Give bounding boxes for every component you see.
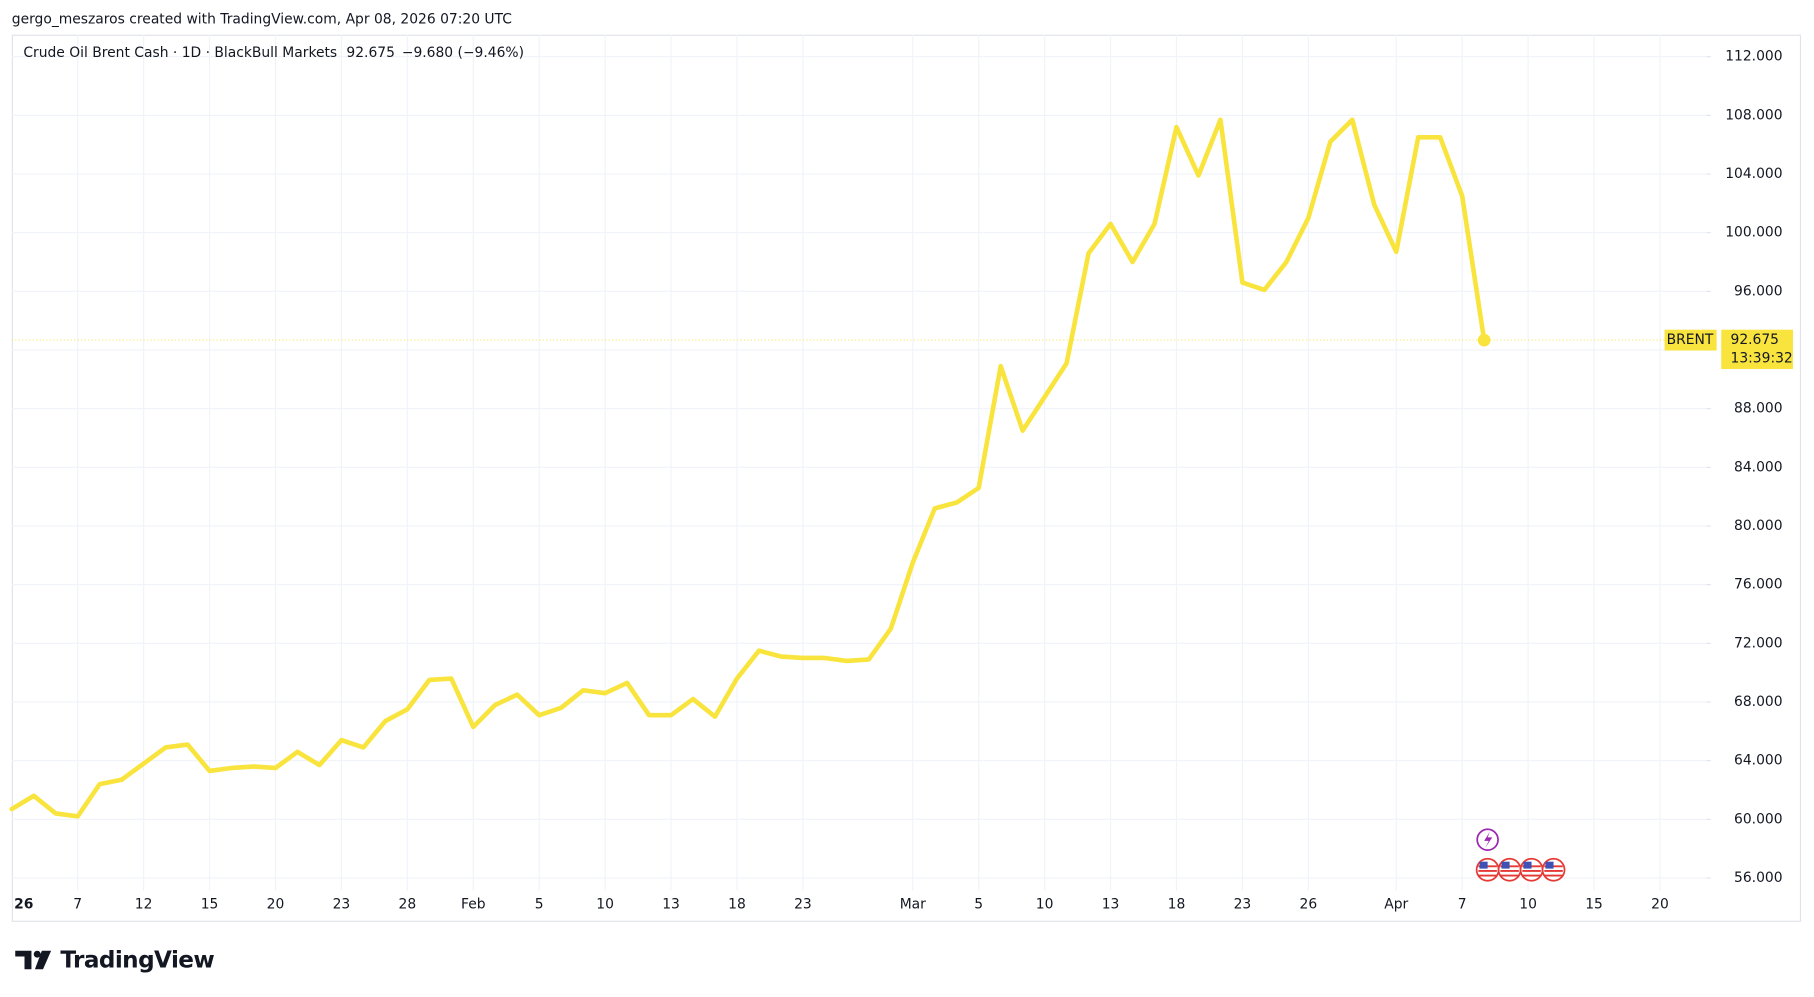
brand-logo <box>33 950 41 958</box>
x-tick-label: 23 <box>794 896 812 912</box>
x-tick-label: 26 <box>1300 896 1318 912</box>
x-tick-label: 23 <box>333 896 351 912</box>
x-tick-label: 7 <box>1458 896 1467 912</box>
x-tick-label: 10 <box>1519 896 1537 912</box>
brand-text: TradingView <box>60 948 214 974</box>
series-name-box <box>1664 329 1717 351</box>
y-tick-label: 96.000 <box>1734 283 1783 299</box>
y-tick-label: 60.000 <box>1734 811 1783 827</box>
y-tick-label: 112.000 <box>1725 49 1782 65</box>
chart-frame <box>11 34 1802 922</box>
y-tick-label: 88.000 <box>1734 401 1783 417</box>
last-price-dot <box>1477 333 1491 347</box>
y-tick-label: 104.000 <box>1725 166 1782 182</box>
legend: Crude Oil Brent Cash · 1D · BlackBull Ma… <box>23 45 524 61</box>
axes: 56.000 60.000 64.000 68.000 72.000 76.000 80.0… <box>14 49 1793 912</box>
legend-change: −9.680 (−9.46%) <box>402 45 524 61</box>
x-tick-label: 13 <box>1102 896 1120 912</box>
x-tick-label: 10 <box>596 896 614 912</box>
x-tick-label: 10 <box>1036 896 1054 912</box>
x-tick-label: 15 <box>1585 896 1603 912</box>
y-tick-label: 100.000 <box>1725 225 1782 241</box>
plot <box>9 117 1707 819</box>
last-price-label: 92.675 <box>1731 332 1780 348</box>
y-tick-label: 64.000 <box>1734 753 1783 769</box>
brand: TradingView <box>15 948 215 974</box>
x-tick-label: 15 <box>201 896 219 912</box>
legend-value: 92.675 <box>346 45 395 61</box>
countdown: 13:39:32 <box>1731 351 1793 367</box>
event-icons <box>1475 828 1566 882</box>
x-tick-label: 18 <box>728 896 746 912</box>
header: gergo_meszaros created with TradingView.… <box>12 12 512 28</box>
brand-logo <box>15 950 32 970</box>
x-tick-label: 26 <box>14 896 33 912</box>
x-tick-label: 18 <box>1168 896 1186 912</box>
flag-icons <box>1475 857 1566 882</box>
x-tick-label: 20 <box>267 896 285 912</box>
brand-logo <box>34 950 52 970</box>
y-tick-label: 56.000 <box>1734 870 1783 886</box>
y-tick-label: 76.000 <box>1734 577 1783 593</box>
y-tick-label: 80.000 <box>1734 518 1783 534</box>
price-line <box>9 117 1487 819</box>
x-tick-label: 12 <box>135 896 153 912</box>
grid <box>11 34 1707 891</box>
x-tick-label: Feb <box>461 896 486 912</box>
x-tick-label: 13 <box>662 896 680 912</box>
y-tick-label: 84.000 <box>1734 459 1783 475</box>
x-tick-label: 23 <box>1234 896 1252 912</box>
x-tick-label: 28 <box>399 896 417 912</box>
x-tick-label: Apr <box>1384 896 1408 912</box>
event-icon-bolt <box>1484 831 1493 848</box>
x-tick-label: 20 <box>1651 896 1669 912</box>
last-price-box <box>1721 329 1793 370</box>
x-tick-label: 7 <box>73 896 82 912</box>
series-name: BRENT <box>1667 332 1714 348</box>
x-tick-label: Mar <box>900 896 926 912</box>
legend-title: Crude Oil Brent Cash · 1D · BlackBull Ma… <box>23 45 337 61</box>
y-tick-label: 72.000 <box>1734 635 1783 651</box>
x-tick-label: 5 <box>974 896 983 912</box>
y-tick-label: 68.000 <box>1734 694 1783 710</box>
y-tick-label: 108.000 <box>1725 107 1782 123</box>
x-tick-label: 5 <box>535 896 544 912</box>
